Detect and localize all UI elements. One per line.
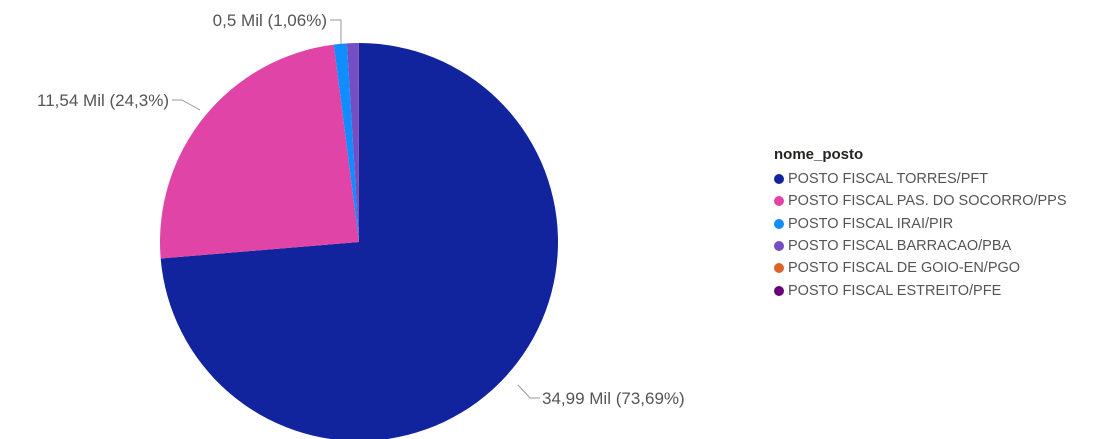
legend-item[interactable]: POSTO FISCAL BARRACAO/PBA: [774, 235, 1067, 257]
legend: nome_posto POSTO FISCAL TORRES/PFT POSTO …: [774, 146, 1067, 302]
legend-marker-icon: [774, 285, 784, 296]
leader-line: [517, 384, 540, 399]
legend-marker-icon: [774, 196, 784, 207]
legend-item[interactable]: POSTO FISCAL PAS. DO SOCORRO/PPS: [774, 190, 1067, 212]
legend-item[interactable]: POSTO FISCAL DE GOIO-EN/PGO: [774, 257, 1067, 279]
legend-label: POSTO FISCAL BARRACAO/PBA: [788, 238, 1012, 255]
legend-item[interactable]: POSTO FISCAL IRAI/PIR: [774, 213, 1067, 235]
leader-line: [330, 19, 342, 44]
pie-data-labels: 34,99 Mil (73,69%) 11,54 Mil (24,3%) 0,5 M…: [37, 11, 685, 408]
legend-marker-icon: [774, 241, 784, 252]
legend-label: POSTO FISCAL DE GOIO-EN/PGO: [788, 260, 1021, 277]
legend-marker-icon: [774, 218, 784, 229]
legend-item[interactable]: POSTO FISCAL ESTREITO/PFE: [774, 279, 1067, 301]
legend-label: POSTO FISCAL IRAI/PIR: [788, 215, 954, 232]
leader-line: [172, 99, 201, 111]
legend-title: nome_posto: [774, 146, 864, 163]
data-label: 11,54 Mil (24,3%): [37, 91, 169, 110]
legend-marker-icon: [774, 174, 784, 185]
legend-label: POSTO FISCAL PAS. DO SOCORRO/PPS: [788, 193, 1067, 210]
legend-label: POSTO FISCAL TORRES/PFT: [788, 171, 989, 188]
pie-slices: [160, 43, 558, 439]
legend-items: POSTO FISCAL TORRES/PFT POSTO FISCAL PAS.…: [774, 168, 1067, 302]
pie-slice[interactable]: [160, 44, 359, 259]
pie-slice[interactable]: [160, 43, 558, 439]
pie-slice[interactable]: [333, 43, 359, 242]
legend-marker-icon: [774, 263, 784, 274]
data-label: 0,5 Mil (1,06%): [213, 11, 327, 30]
data-label: 34,99 Mil (73,69%): [542, 389, 685, 408]
pie-slice[interactable]: [346, 43, 359, 242]
legend-label: POSTO FISCAL ESTREITO/PFE: [788, 282, 1002, 299]
legend-item[interactable]: POSTO FISCAL TORRES/PFT: [774, 168, 1067, 190]
